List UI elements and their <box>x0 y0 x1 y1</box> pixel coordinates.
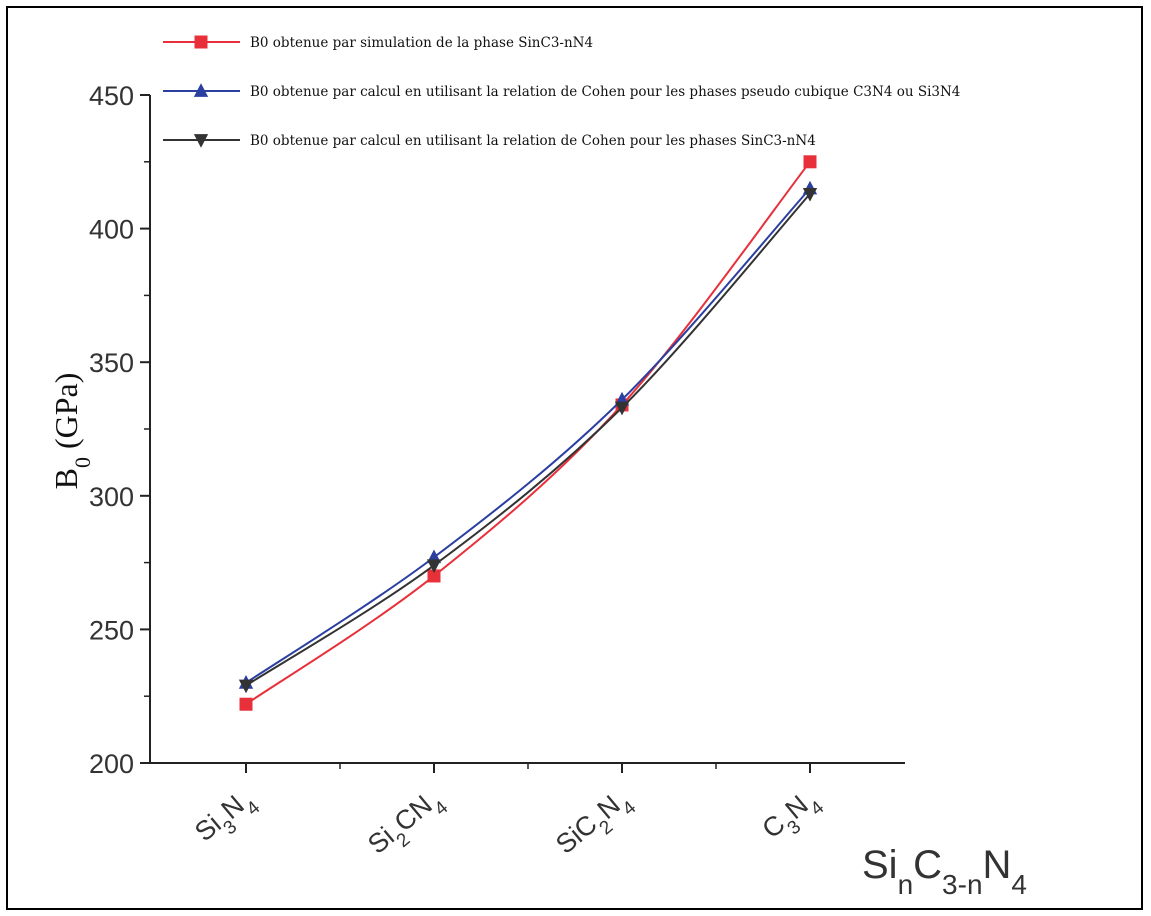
legend-entry-3: B0 obtenue par calcul en utilisant la re… <box>163 133 816 149</box>
x-tick-label: SiC2N4 <box>550 782 640 867</box>
legend: B0 obtenue par simulation de la phase Si… <box>163 35 960 149</box>
legend-label: B0 obtenue par calcul en utilisant la re… <box>250 84 960 100</box>
y-tick-label: 300 <box>89 482 134 512</box>
series-3-point <box>238 679 254 694</box>
legend-label: B0 obtenue par calcul en utilisant la re… <box>250 133 816 149</box>
series-1 <box>239 155 817 711</box>
y-tick-label: 450 <box>89 81 134 111</box>
legend-marker <box>193 134 209 148</box>
legend-marker <box>193 83 209 97</box>
series-3-point <box>614 401 630 416</box>
x-tick-label: Si3N4 <box>189 782 264 854</box>
series-1-point <box>239 697 253 711</box>
series-1-point <box>427 569 441 583</box>
series-2-line <box>245 187 811 684</box>
legend-marker <box>194 35 208 49</box>
x-tick-label: Si2CN4 <box>362 782 452 867</box>
y-tick-label: 400 <box>89 215 134 245</box>
series-3 <box>238 188 818 694</box>
x-axis-label: SinC3-nN4 <box>862 843 1027 900</box>
series-group <box>238 155 818 711</box>
series-1-point <box>803 155 817 169</box>
legend-label: B0 obtenue par simulation de la phase Si… <box>250 35 593 51</box>
y-tick-label: 250 <box>89 615 134 645</box>
series-3-line <box>245 193 811 687</box>
legend-entry-2: B0 obtenue par calcul en utilisant la re… <box>163 83 960 100</box>
y-axis-label: B0 (GPa) <box>48 373 95 490</box>
y-tick-label: 200 <box>89 749 134 779</box>
axis-labels: B0 (GPa) SinC3-nN4 <box>48 373 1027 900</box>
figure-frame <box>6 6 1143 910</box>
y-tick-label: 350 <box>89 348 134 378</box>
series-2 <box>238 180 818 689</box>
series-3-point <box>426 559 442 574</box>
legend-entry-1: B0 obtenue par simulation de la phase Si… <box>163 35 593 51</box>
series-3-point <box>802 188 818 202</box>
series-1-line <box>245 161 811 706</box>
x-tick-label: C3N4 <box>756 782 828 851</box>
